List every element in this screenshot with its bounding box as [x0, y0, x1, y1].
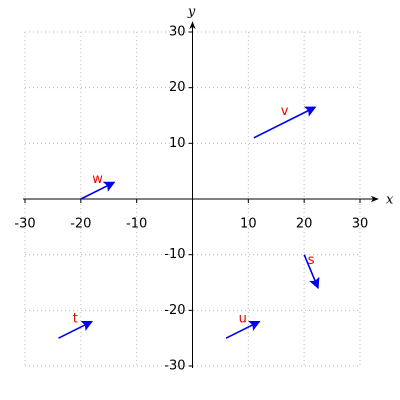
- x-tick-label: -30: [14, 217, 35, 232]
- vector-label: s: [308, 253, 315, 268]
- x-tick-label: 20: [296, 217, 313, 232]
- vector-label: w: [92, 172, 103, 187]
- x-tick-label: 10: [240, 217, 257, 232]
- y-tick-label: -20: [164, 303, 185, 318]
- vector-arrow: [225, 320, 261, 339]
- y-tick-label: 10: [169, 136, 186, 151]
- y-axis-label: y: [187, 5, 196, 20]
- x-tick-label: -10: [126, 217, 147, 232]
- y-tick-label: 30: [169, 25, 186, 40]
- vector-label: t: [73, 311, 78, 326]
- y-tick-label: -10: [164, 247, 185, 262]
- vector-label: u: [239, 311, 247, 326]
- x-tick-label: 30: [352, 217, 369, 232]
- y-tick-label: -30: [164, 359, 185, 374]
- y-tick-label: 20: [169, 80, 186, 95]
- vector-arrow: [58, 320, 94, 339]
- vector-arrow: [303, 254, 320, 290]
- vector-arrow: [80, 181, 116, 200]
- x-tick-label: -20: [70, 217, 91, 232]
- vector-label: v: [281, 104, 289, 119]
- vector-arrow: [253, 106, 317, 139]
- x-axis-label: x: [386, 193, 394, 208]
